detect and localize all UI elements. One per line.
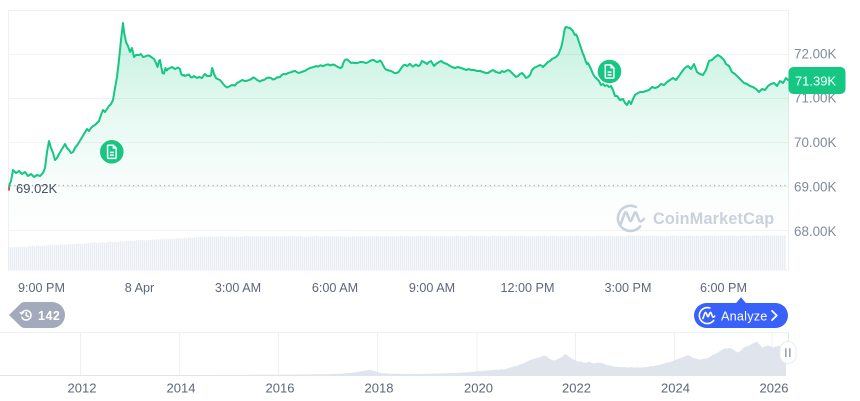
svg-text:69.02K: 69.02K	[16, 181, 58, 196]
svg-text:6:00 PM: 6:00 PM	[700, 281, 747, 295]
svg-text:9:00 PM: 9:00 PM	[18, 281, 65, 295]
svg-text:3:00 AM: 3:00 AM	[215, 281, 261, 295]
svg-text:2022: 2022	[562, 381, 591, 396]
svg-text:Analyze: Analyze	[721, 309, 768, 323]
svg-text:CoinMarketCap: CoinMarketCap	[653, 210, 774, 228]
svg-text:71.00K: 71.00K	[794, 91, 837, 106]
svg-text:12:00 PM: 12:00 PM	[501, 281, 555, 295]
svg-text:2020: 2020	[464, 381, 493, 396]
svg-text:69.00K: 69.00K	[794, 180, 837, 195]
svg-text:2024: 2024	[661, 381, 690, 396]
svg-text:2014: 2014	[167, 381, 196, 396]
svg-text:142: 142	[38, 309, 60, 323]
svg-text:3:00 PM: 3:00 PM	[605, 281, 652, 295]
svg-text:8 Apr: 8 Apr	[125, 281, 154, 295]
svg-text:72.00K: 72.00K	[794, 47, 837, 62]
svg-text:68.00K: 68.00K	[794, 224, 837, 239]
svg-text:71.39K: 71.39K	[795, 74, 837, 89]
svg-text:2018: 2018	[365, 381, 394, 396]
svg-text:70.00K: 70.00K	[794, 135, 837, 150]
svg-text:2026: 2026	[760, 381, 789, 396]
svg-text:2012: 2012	[68, 381, 97, 396]
svg-text:9:00 AM: 9:00 AM	[409, 281, 455, 295]
svg-text:2016: 2016	[266, 381, 295, 396]
svg-text:6:00 AM: 6:00 AM	[312, 281, 358, 295]
